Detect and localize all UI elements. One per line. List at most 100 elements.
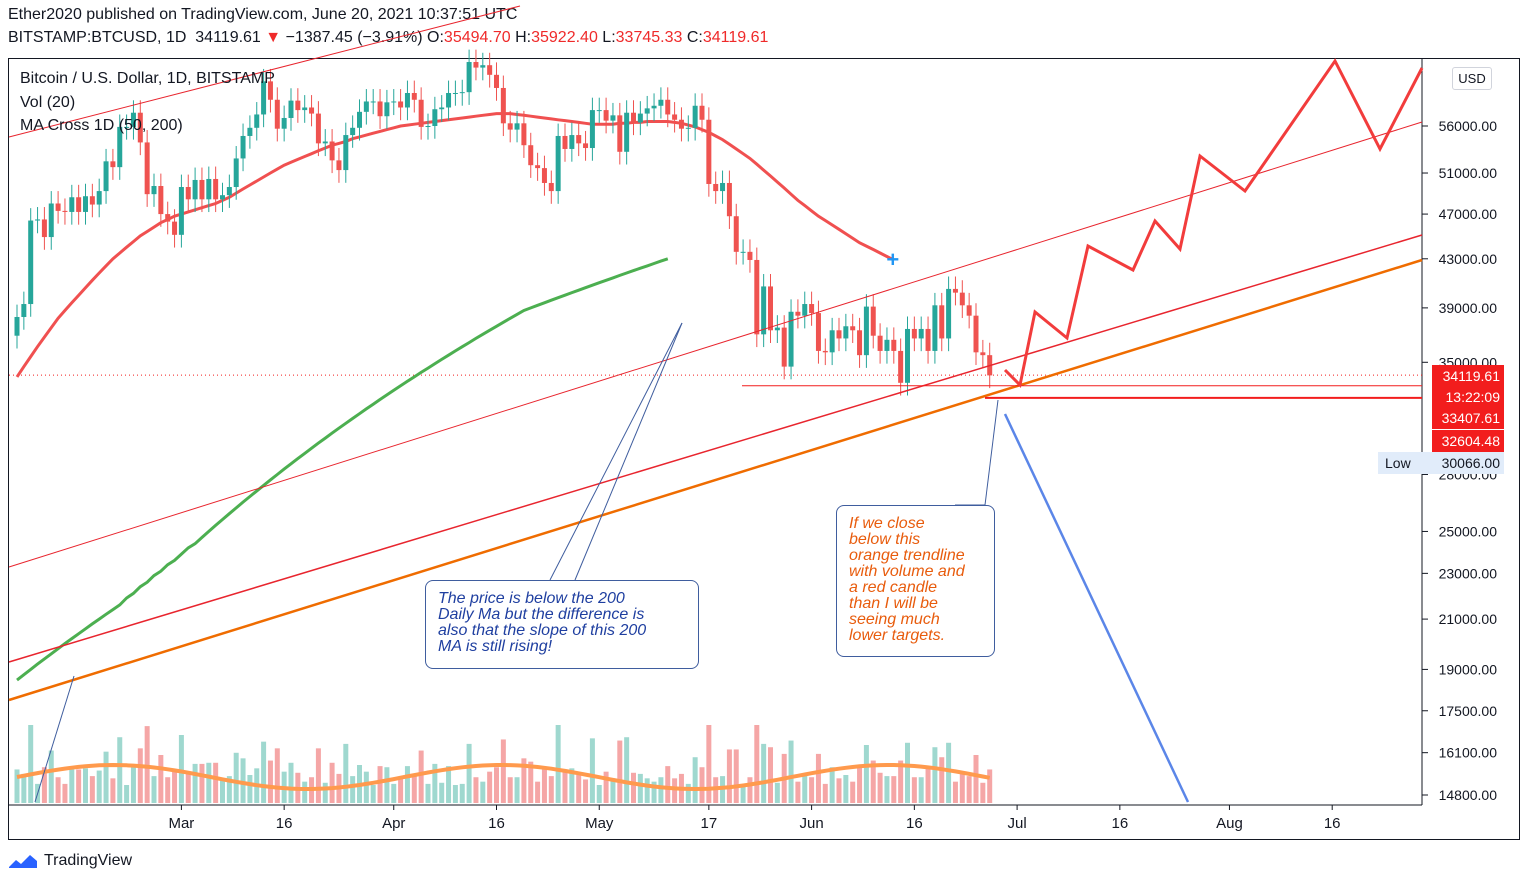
candle-body [809,304,815,314]
volume-bar [911,777,917,803]
volume-bar [418,750,424,803]
volume-bar [631,772,636,803]
close-label: C: [686,29,703,46]
candle-body [624,112,630,152]
currency-button[interactable]: USD [1452,67,1492,90]
annotation-blue-note[interactable]: The price is below the 200 Daily Ma but … [425,580,699,669]
volume-bar [425,783,431,803]
candle-body [425,126,431,127]
price-tick-label: 23000.00 [1439,565,1498,581]
volume-bar [110,778,116,803]
price-tick-label: 17500.00 [1439,703,1498,719]
candle-body [637,113,643,123]
candle-body [206,178,212,200]
price-tick-label: 47000.00 [1439,206,1498,222]
volume-bar [898,760,904,803]
volume-bar [850,781,856,803]
volume-bar [192,763,198,803]
candle-body [815,313,821,351]
volume-bar [843,775,849,803]
volume-bar [137,748,143,803]
candle-body [192,179,198,200]
candle-body [315,113,321,144]
candle-body [596,110,602,112]
candle-body [220,195,225,200]
countdown-tag: 13:22:09 [1432,386,1504,408]
volume-bars [14,725,993,803]
candle-body [658,99,664,106]
candle-body [952,288,958,293]
time-tick-label: 16 [1112,815,1129,832]
candle-body [404,92,410,108]
candle-body [240,135,246,159]
volume-bar [583,779,589,803]
price-tick-label: 16100.00 [1439,745,1498,761]
volume-bar [624,737,630,803]
volume-bar [130,767,136,803]
candle-body [439,107,445,110]
candle-body [576,135,582,144]
candle-body [973,315,979,353]
candle-body [76,197,82,212]
candle-body [418,99,424,127]
volume-bar [555,725,561,803]
volume-bar [603,771,609,803]
volume-bar [172,771,178,803]
time-tick-label: 16 [488,815,505,832]
volume-bar [528,761,534,803]
mid-trendline [8,121,1423,568]
candle-body [781,327,787,367]
candle-body [884,339,890,351]
volume-bar [165,777,171,803]
candle-body [740,251,746,253]
candle-body [685,127,691,129]
volume-bar [158,755,164,803]
candle-body [350,127,356,136]
candle-body [158,185,164,215]
candle-body [261,81,267,115]
footer-brand[interactable]: TradingView [8,852,132,870]
down-arrow-icon: ▼ [265,29,282,46]
candle-body [521,123,527,146]
open-value: 35494.70 [443,29,511,46]
candle-body [733,216,739,252]
price-tick-label: 51000.00 [1439,165,1498,181]
candle-body [672,114,678,120]
candle-body [178,187,184,235]
volume-bar [774,782,780,803]
candle-body [233,158,239,188]
volume-bar [213,762,219,803]
volume-bar [41,767,47,803]
volume-bar [178,735,184,803]
volume-bar [226,776,232,803]
candle-body [357,111,362,128]
volume-bar [946,742,952,803]
candle-body [41,219,47,238]
candle-body [541,168,547,183]
candle-body [911,328,917,339]
candle-body [678,119,684,129]
volume-bar [589,738,595,803]
volume-bar [240,758,246,803]
chart-frame[interactable] [8,58,1520,840]
candle-body [487,65,493,75]
candle-body [713,183,719,192]
candle-body [774,327,780,331]
candle-body [432,109,438,126]
small-pointer-line [34,675,75,803]
annotation-orange-note[interactable]: If we close below this orange trendline … [836,505,995,657]
candle-body [35,219,41,221]
candle-body [802,304,808,316]
candle-body [747,251,753,260]
candle-body [281,117,287,129]
volume-bar [21,773,27,803]
candle-body [555,135,561,192]
volume-bar [404,766,410,803]
volume-bar [315,748,321,803]
time-tick-label: Apr [382,815,405,832]
last-price: 34119.61 [195,29,261,46]
price-tick-label: 19000.00 [1439,661,1498,677]
candle-body [905,328,910,383]
volume-bar [199,763,205,803]
